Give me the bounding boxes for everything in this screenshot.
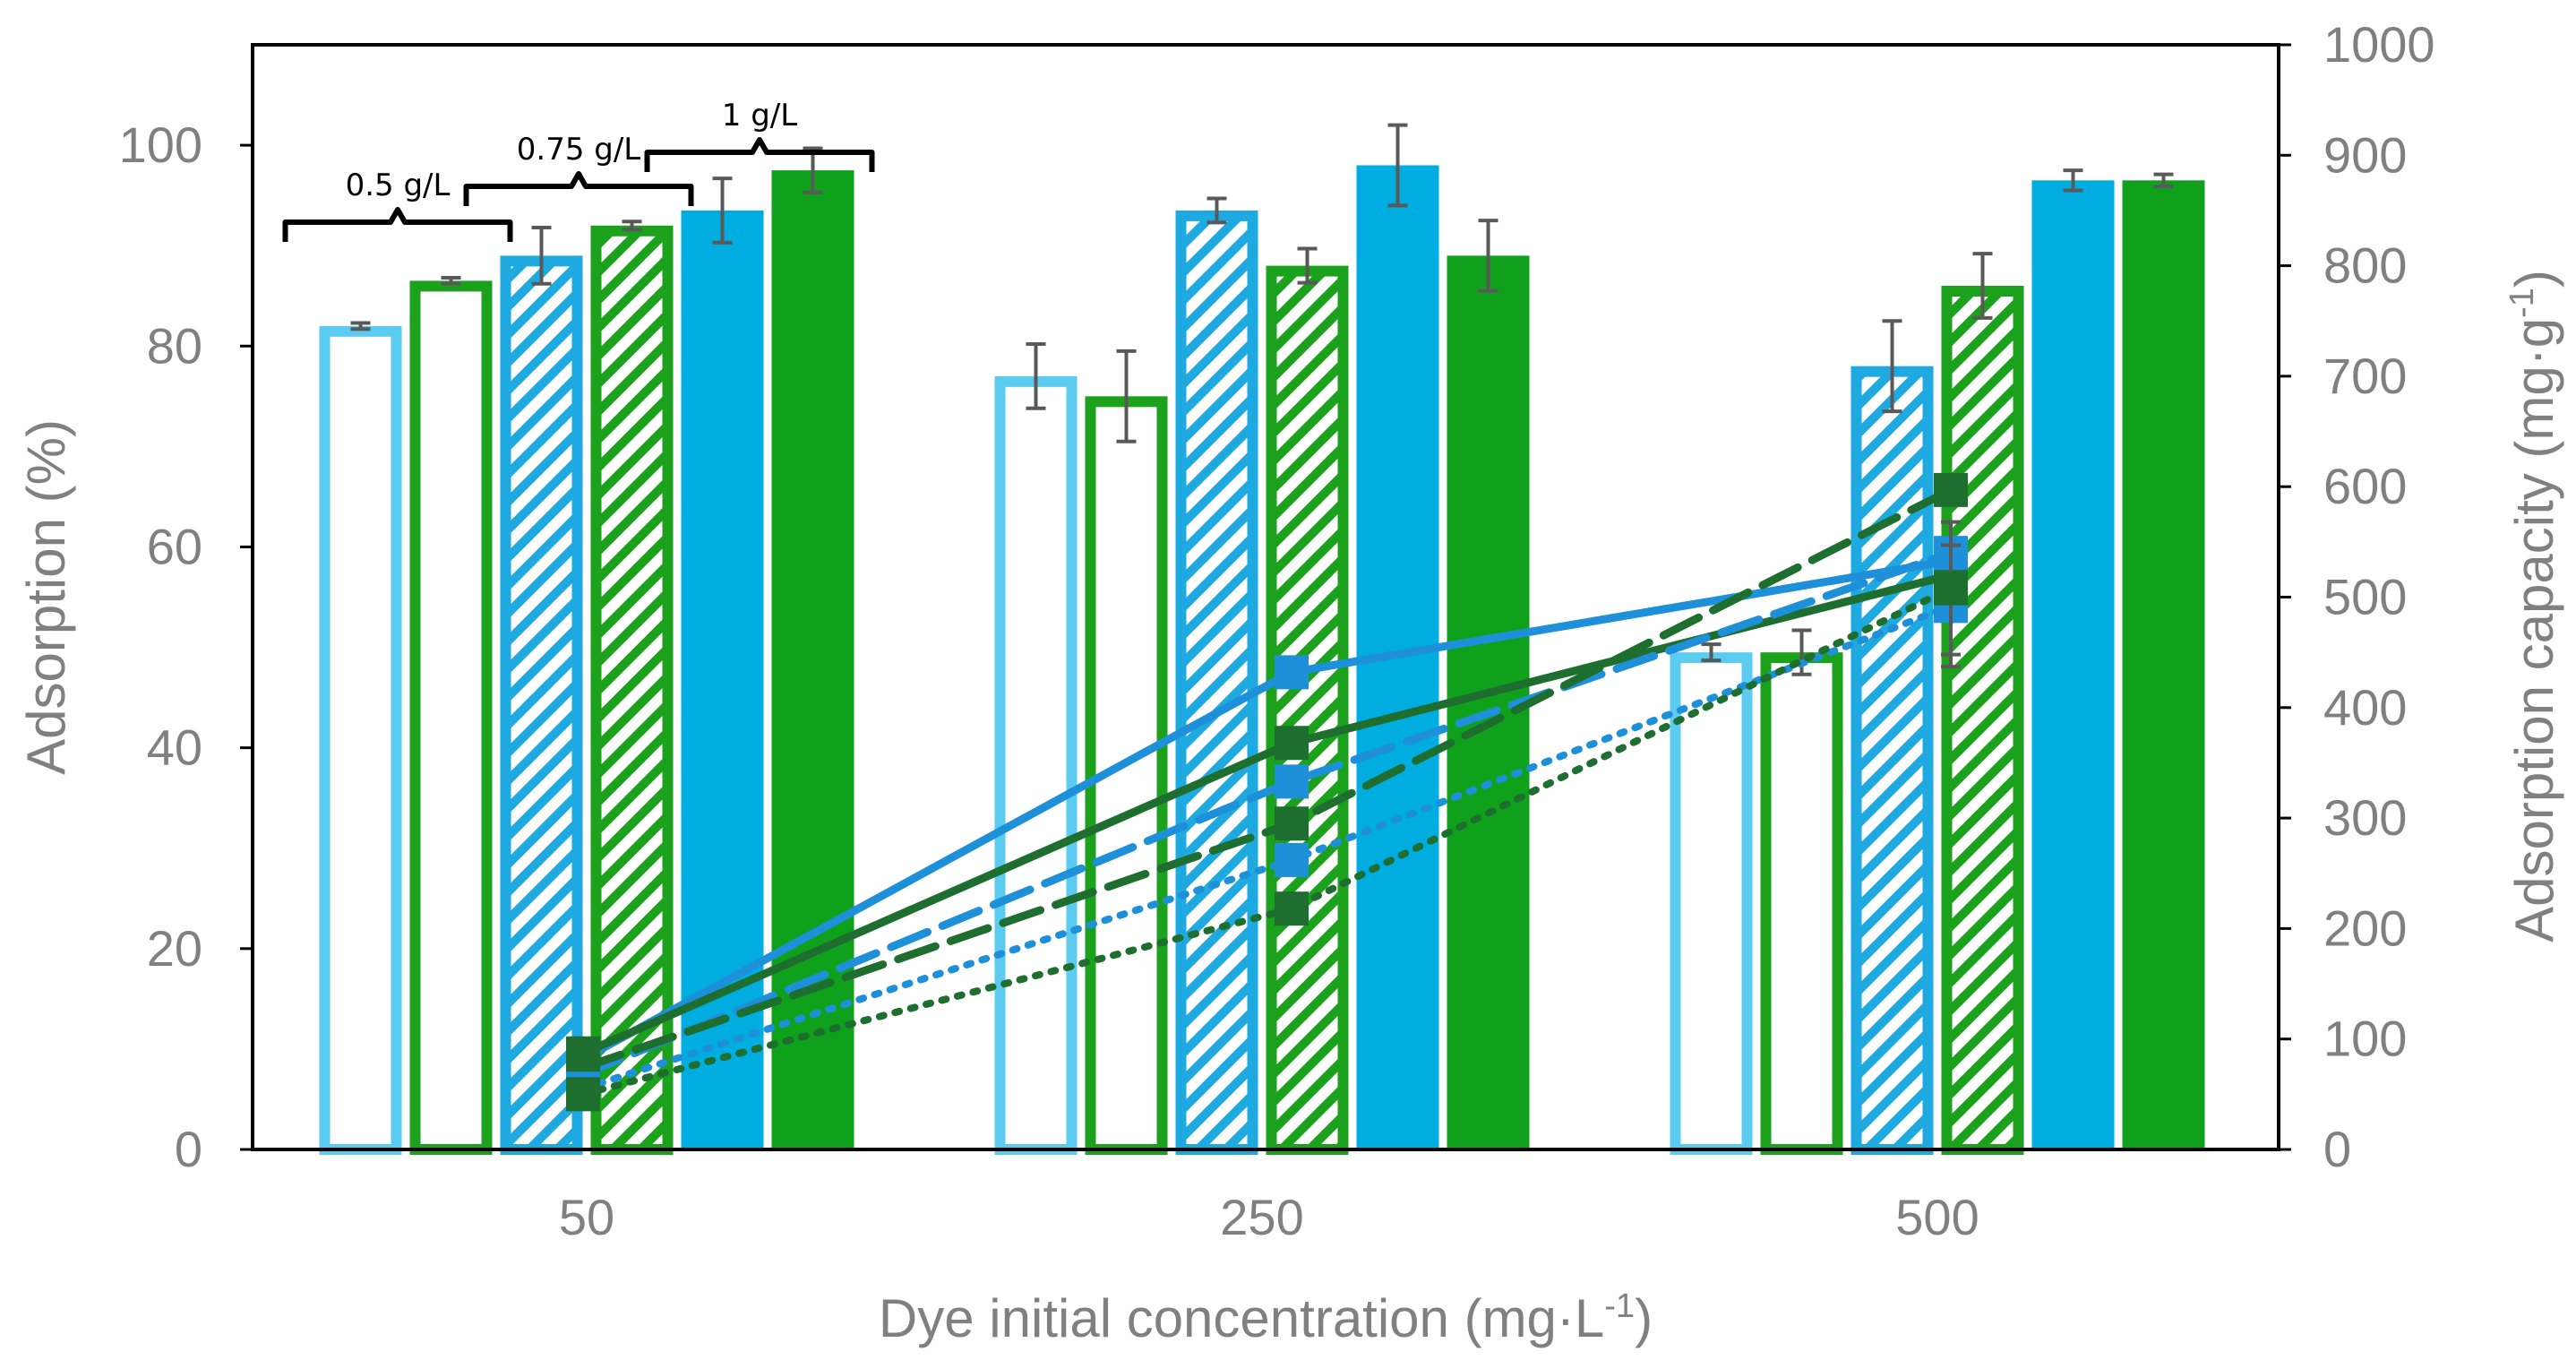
bars-layer (319, 123, 2205, 1156)
y-right-tick-label: 500 (2323, 569, 2407, 625)
capacity-marker (1275, 806, 1309, 841)
bar-error-bar (2063, 168, 2083, 193)
bracket (644, 137, 875, 172)
bar-error-bar (1478, 219, 1498, 293)
bar (1266, 265, 1349, 1156)
capacity-marker (1934, 472, 1968, 507)
bar-error-bar (1882, 319, 1902, 414)
y-left-tick-label: 80 (147, 317, 202, 374)
axes-layer: 0204060801000100200300400500600700800900… (119, 16, 2435, 1245)
x-axis-title: Dye initial concentration (mg·L-1) (879, 1287, 1653, 1348)
y-axis-right-title: Adsorption capacity (mg·g-1) (2503, 270, 2564, 943)
y-left-tick-label: 100 (119, 116, 202, 173)
bar-error-bar (803, 146, 823, 194)
bar (1670, 652, 1753, 1155)
capacity-marker (566, 1077, 600, 1112)
capacity-marker (1275, 726, 1309, 761)
bar (2031, 180, 2115, 1149)
bar-error-bar (1972, 252, 1993, 320)
x-tick-label: 500 (1895, 1189, 1979, 1245)
y-right-tick-label: 300 (2323, 789, 2407, 846)
y-left-tick-label: 0 (175, 1121, 202, 1177)
capacity-marker (1934, 571, 1968, 606)
x-tick-label: 50 (559, 1189, 614, 1245)
capacity-marker (1275, 655, 1309, 690)
lines-layer (566, 472, 1968, 1112)
bracket-label: 1 g/L (722, 98, 797, 133)
bar (409, 280, 493, 1155)
bracket-label: 0.75 g/L (517, 132, 641, 168)
x-tick-label: 250 (1220, 1189, 1303, 1245)
y-right-tick-label: 200 (2323, 899, 2407, 956)
bar-error-bar (712, 176, 733, 245)
bar-error-bar (350, 321, 371, 331)
bar-error-bar (1701, 642, 1722, 663)
bar-error-bar (622, 219, 642, 232)
y-right-tick-label: 100 (2323, 1011, 2407, 1067)
capacity-marker (1275, 764, 1309, 799)
y-right-tick-label: 900 (2323, 126, 2407, 183)
bar-error-bar (1026, 342, 1046, 410)
y-right-tick-label: 600 (2323, 458, 2407, 514)
brackets-layer: 0.5 g/L 0.75 g/L 1 g/L (282, 98, 875, 242)
bar-error-bar (1297, 246, 1318, 285)
y-right-tick-label: 400 (2323, 679, 2407, 736)
bar-error-bar (1387, 123, 1408, 208)
bracket-label: 0.5 g/L (346, 168, 451, 203)
bar (590, 225, 674, 1155)
bar (319, 325, 402, 1155)
bar (1760, 652, 1843, 1155)
y-right-tick-label: 800 (2323, 237, 2407, 294)
capacity-marker (1275, 891, 1309, 926)
y-left-tick-label: 40 (147, 719, 202, 776)
y-right-tick-label: 700 (2323, 348, 2407, 404)
bar (994, 375, 1078, 1155)
y-left-tick-label: 60 (147, 518, 202, 574)
bar (1175, 210, 1258, 1156)
bar (1850, 366, 1934, 1155)
y-right-tick-label: 0 (2323, 1121, 2351, 1177)
bracket (463, 171, 694, 206)
bar-error-bar (441, 276, 461, 286)
capacity-marker (1275, 842, 1309, 877)
bar-error-bar (531, 226, 552, 286)
bar (500, 255, 583, 1155)
capacity-line (579, 548, 1955, 1079)
y-left-tick-label: 20 (147, 920, 202, 977)
bar-error-bar (1206, 196, 1227, 225)
bar-error-bar (1116, 349, 1137, 443)
y-right-tick-label: 1000 (2323, 16, 2435, 73)
y-axis-left-title: Adsorption (%) (16, 419, 76, 775)
bar (1941, 286, 2024, 1155)
bar-error-bar (2153, 172, 2174, 189)
bracket (282, 207, 513, 242)
bar (2122, 180, 2205, 1149)
